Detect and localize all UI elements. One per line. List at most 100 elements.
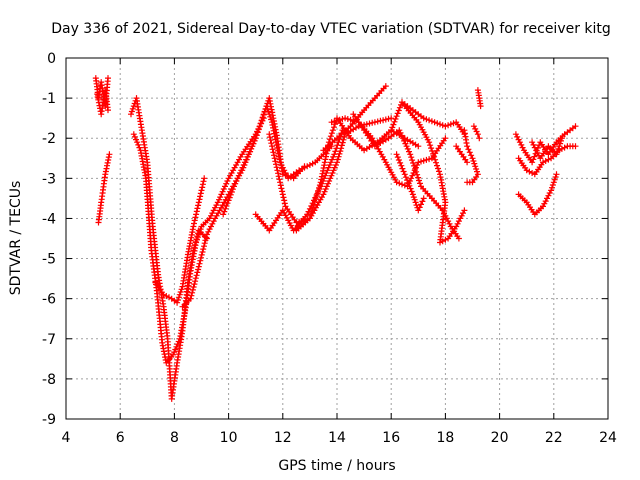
data-point — [415, 143, 422, 150]
data-point — [160, 291, 167, 298]
data-point — [191, 220, 197, 227]
data-point — [193, 272, 200, 279]
data-point — [474, 131, 481, 138]
series-layer — [92, 75, 579, 402]
data-point — [187, 295, 194, 302]
data-point — [240, 162, 247, 168]
data-point — [261, 108, 268, 115]
data-point — [245, 151, 252, 158]
data-point — [332, 121, 338, 128]
data-point — [419, 198, 426, 205]
data-point — [194, 205, 201, 212]
data-point — [400, 168, 407, 175]
data-point — [437, 121, 443, 128]
data-point — [382, 83, 389, 90]
data-point — [310, 204, 317, 211]
data-point — [316, 184, 323, 191]
data-point — [276, 176, 283, 183]
data-point — [326, 162, 333, 168]
data-point — [262, 105, 269, 112]
data-point — [199, 249, 206, 255]
data-point — [555, 145, 562, 152]
data-point — [199, 184, 206, 191]
data-point — [325, 180, 331, 187]
data-point — [415, 174, 422, 181]
data-point — [411, 196, 418, 203]
data-point — [130, 131, 137, 138]
data-point — [195, 266, 202, 273]
series-arc-15 — [390, 101, 466, 135]
data-point — [399, 135, 406, 142]
data-point — [192, 275, 199, 282]
data-point — [443, 215, 450, 222]
data-point — [334, 117, 340, 124]
data-point — [227, 191, 234, 198]
data-point — [394, 154, 401, 161]
data-point — [301, 163, 308, 170]
data-point — [191, 217, 198, 224]
data-point — [256, 123, 263, 130]
data-point — [334, 159, 340, 166]
data-point — [269, 146, 276, 153]
y-tick-label: -9 — [42, 412, 56, 428]
data-point — [531, 153, 538, 160]
data-point — [434, 120, 441, 127]
markers-arc-2 — [94, 87, 111, 118]
data-point — [192, 278, 199, 285]
data-point — [266, 134, 273, 141]
data-point — [552, 174, 559, 180]
grid — [66, 58, 608, 419]
data-point — [201, 175, 208, 182]
data-point — [412, 199, 419, 206]
data-point — [224, 200, 231, 207]
data-point — [328, 172, 335, 179]
data-point — [237, 170, 243, 176]
data-point — [398, 132, 405, 139]
data-point — [366, 120, 373, 127]
data-point — [222, 205, 229, 212]
x-tick-label: 6 — [116, 430, 125, 446]
data-point — [412, 165, 419, 172]
data-point — [473, 166, 480, 172]
markers-arc-3 — [95, 151, 113, 226]
data-point — [340, 136, 347, 143]
data-point — [445, 122, 452, 129]
data-point — [426, 139, 433, 146]
data-point — [542, 198, 549, 205]
data-point — [399, 165, 406, 172]
data-point — [408, 188, 415, 195]
data-point — [423, 156, 430, 163]
x-tick-label: 8 — [170, 430, 179, 446]
x-tick-label: 12 — [274, 430, 292, 446]
data-point — [136, 144, 143, 151]
data-point — [94, 94, 101, 100]
data-point — [420, 115, 427, 122]
data-point — [251, 137, 258, 144]
data-point — [529, 159, 536, 166]
data-point — [406, 182, 413, 189]
data-point — [461, 207, 468, 214]
data-point — [195, 231, 202, 238]
data-point — [416, 177, 422, 184]
data-point — [405, 179, 412, 186]
data-point — [223, 203, 230, 209]
data-point — [178, 286, 185, 293]
data-point — [331, 124, 337, 131]
data-point — [542, 158, 549, 164]
data-point — [332, 162, 339, 168]
data-point — [277, 179, 284, 186]
data-point — [235, 172, 242, 179]
data-point — [279, 188, 286, 195]
data-point — [450, 120, 457, 127]
data-point — [336, 150, 343, 157]
data-point — [382, 116, 389, 123]
data-point — [281, 200, 288, 207]
data-point — [446, 220, 453, 227]
data-point — [337, 148, 344, 155]
data-point — [221, 208, 228, 215]
data-point — [553, 151, 560, 158]
data-point — [397, 159, 404, 166]
data-point — [273, 164, 280, 171]
data-point — [259, 114, 266, 121]
